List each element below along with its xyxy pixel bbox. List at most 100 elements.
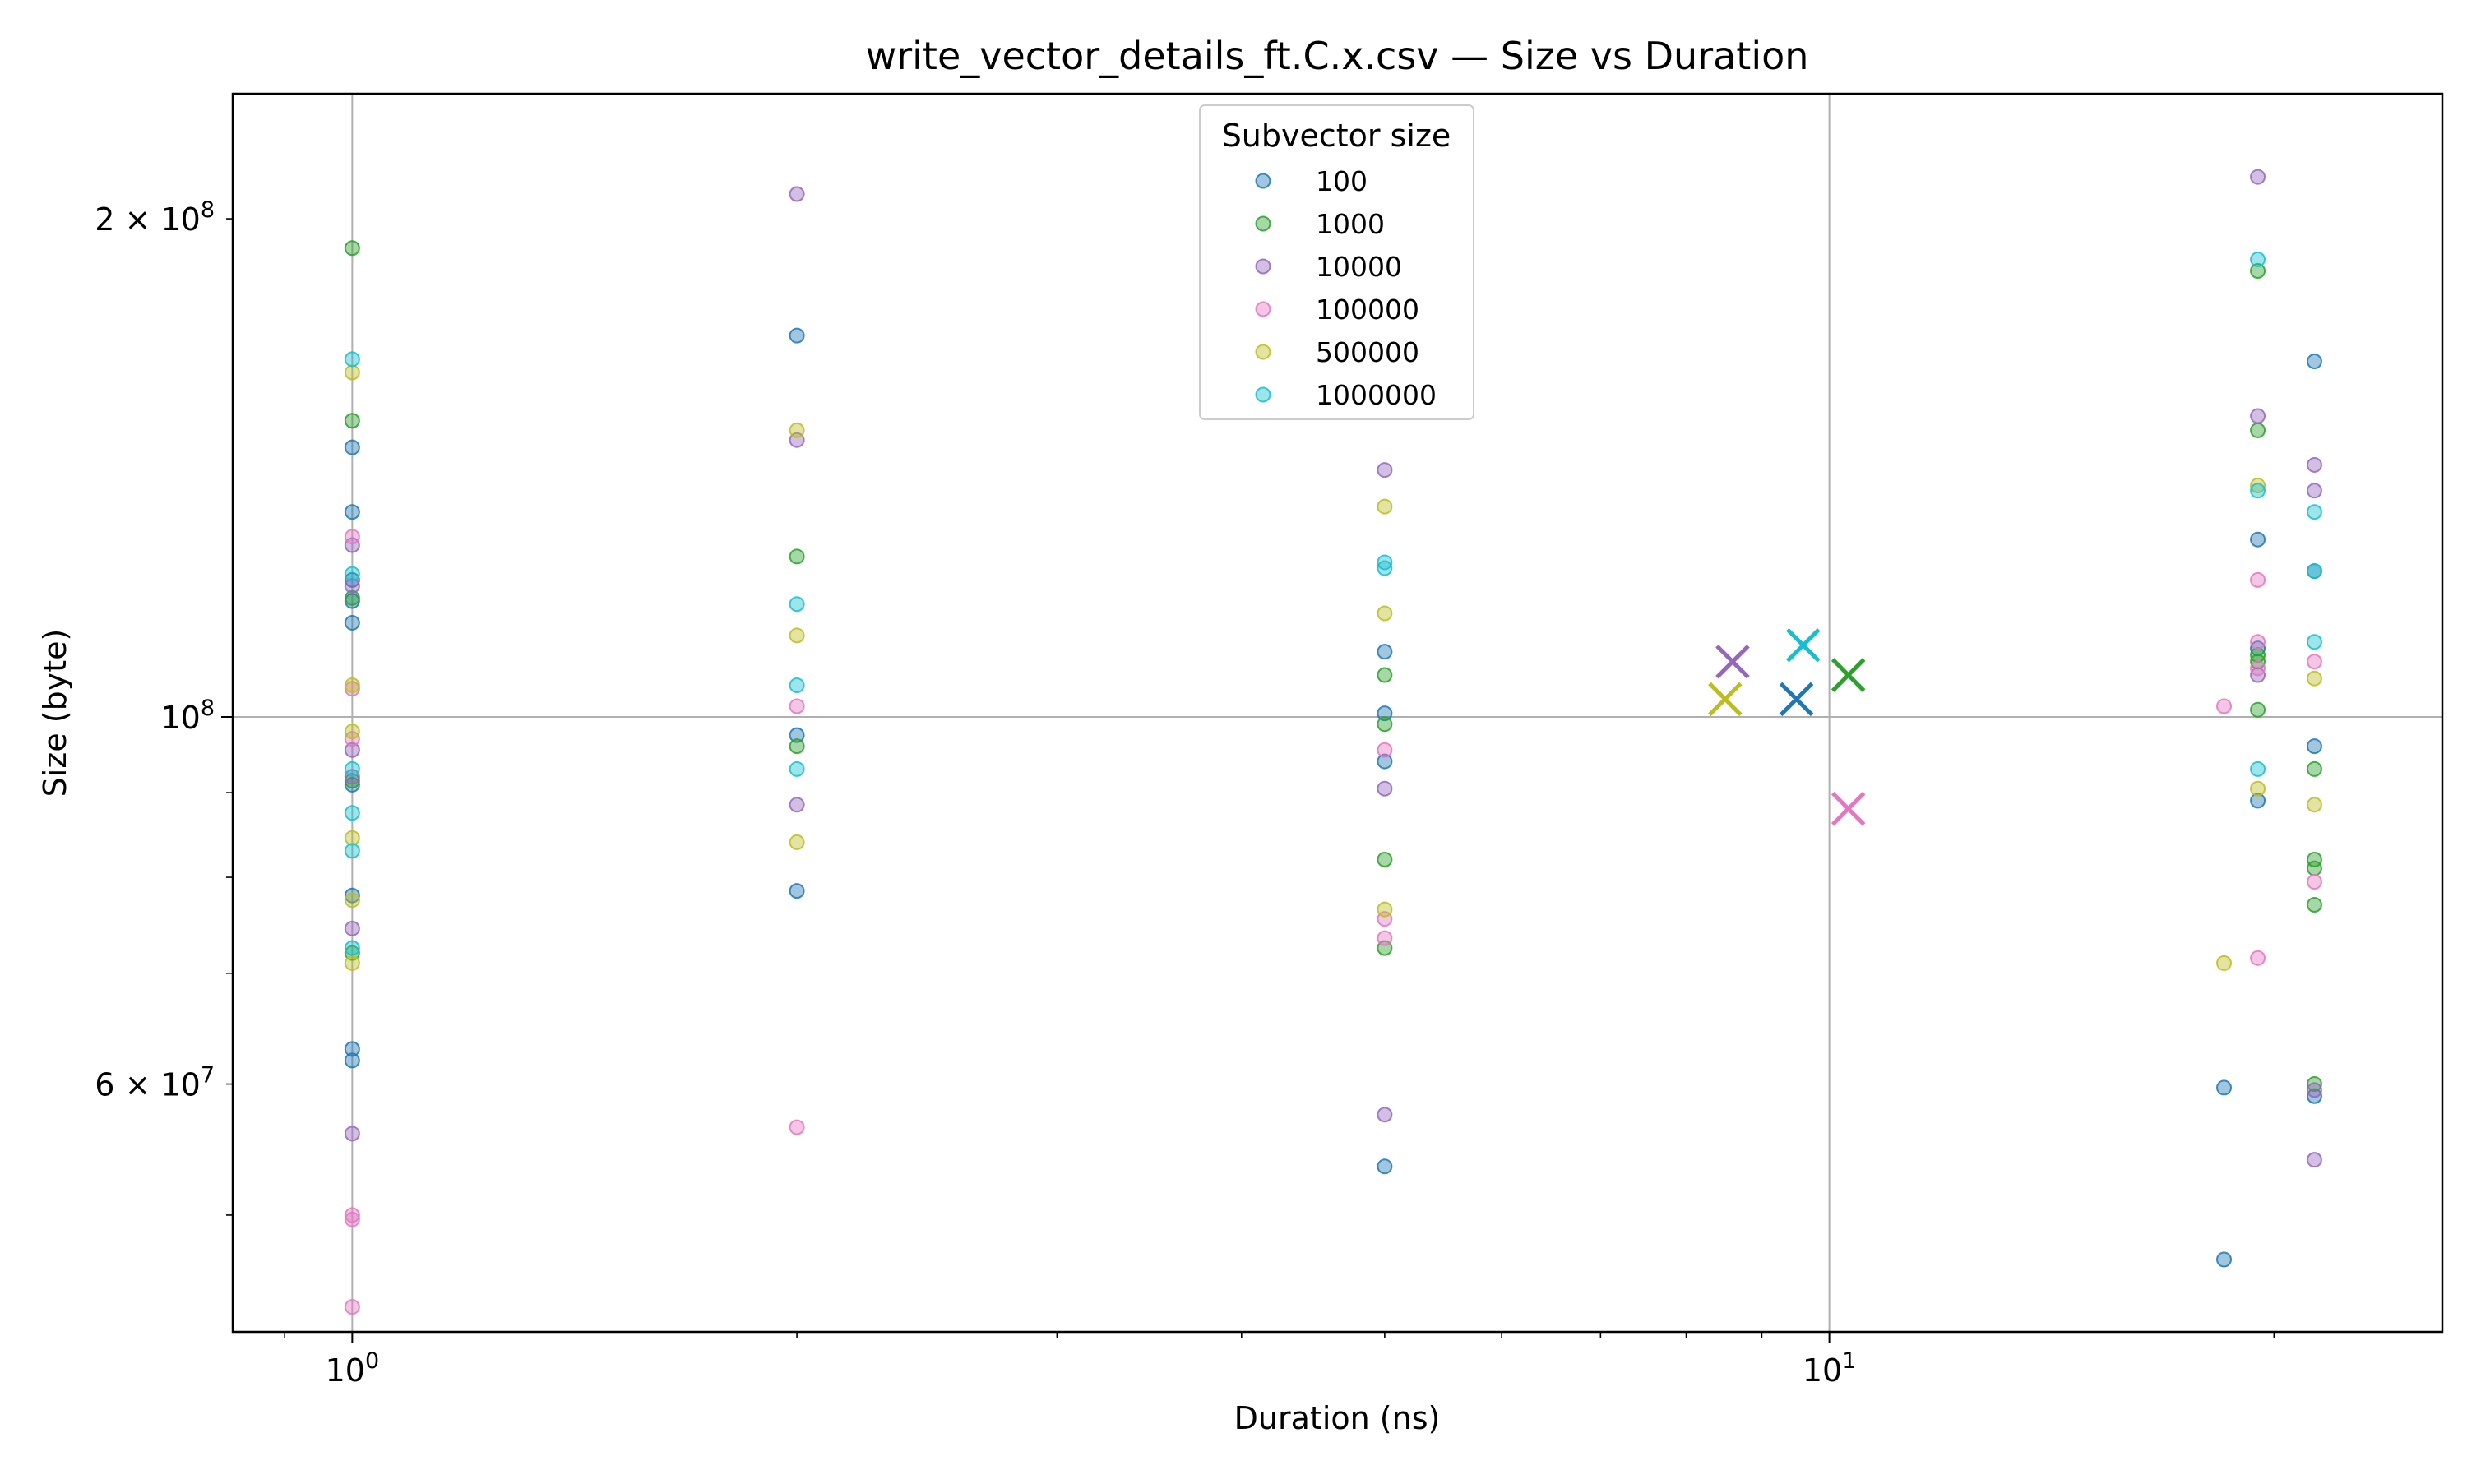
data-point bbox=[2306, 354, 2322, 370]
data-point bbox=[2216, 698, 2233, 714]
legend-label: 100000 bbox=[1316, 294, 1419, 326]
data-point bbox=[1377, 1107, 1393, 1123]
data-point bbox=[2250, 483, 2266, 499]
data-point bbox=[344, 1299, 360, 1315]
x-tick-base: 10 bbox=[326, 1352, 365, 1389]
data-point bbox=[344, 955, 360, 971]
data-point bbox=[344, 589, 360, 606]
data-point bbox=[2250, 408, 2266, 424]
y-tick-exponent: 8 bbox=[201, 696, 215, 721]
data-point bbox=[344, 920, 360, 936]
data-point bbox=[1377, 901, 1393, 918]
data-point bbox=[1377, 462, 1393, 478]
data-point bbox=[344, 537, 360, 553]
x-axis-label: Duration (ns) bbox=[1234, 1400, 1441, 1436]
summary-marker bbox=[1715, 644, 1750, 679]
data-point bbox=[2306, 1082, 2322, 1098]
data-point bbox=[2216, 1251, 2233, 1268]
summary-marker bbox=[1831, 658, 1866, 692]
summary-marker bbox=[1785, 627, 1821, 663]
data-point bbox=[2216, 1079, 2233, 1096]
x-tick-label: 100 bbox=[326, 1348, 380, 1389]
data-point bbox=[2250, 477, 2266, 493]
data-point bbox=[344, 504, 360, 520]
data-point bbox=[789, 627, 805, 644]
y-tick-label: 108 bbox=[160, 696, 215, 736]
data-point bbox=[344, 677, 360, 694]
legend-label: 500000 bbox=[1316, 336, 1419, 368]
data-point bbox=[344, 439, 360, 455]
legend-marker bbox=[1255, 344, 1271, 360]
data-point bbox=[789, 727, 805, 743]
legend-marker bbox=[1255, 258, 1271, 275]
data-point bbox=[344, 830, 360, 846]
data-point bbox=[1377, 554, 1393, 571]
data-point bbox=[2306, 504, 2322, 520]
data-point bbox=[1377, 1158, 1393, 1175]
data-point bbox=[2250, 701, 2266, 718]
data-point bbox=[344, 614, 360, 631]
y-tick-exponent: 8 bbox=[201, 197, 215, 223]
data-point bbox=[789, 883, 805, 899]
data-point bbox=[2306, 456, 2322, 473]
summary-marker-stroke bbox=[1779, 682, 1814, 717]
data-point bbox=[2250, 169, 2266, 185]
data-point bbox=[344, 240, 360, 257]
data-point bbox=[2306, 860, 2322, 876]
data-point bbox=[344, 843, 360, 859]
data-point bbox=[1377, 667, 1393, 683]
data-point bbox=[1377, 753, 1393, 770]
data-point bbox=[2250, 422, 2266, 438]
data-point bbox=[789, 596, 805, 613]
data-points bbox=[344, 169, 2322, 1315]
summary-marker bbox=[1779, 682, 1814, 717]
data-point bbox=[344, 571, 360, 588]
data-point bbox=[2306, 634, 2322, 650]
data-point bbox=[789, 1119, 805, 1135]
data-point bbox=[2306, 1088, 2322, 1104]
data-point bbox=[789, 548, 805, 565]
data-point bbox=[789, 834, 805, 850]
y-tick-label: 2 × 108 bbox=[95, 197, 215, 238]
y-tick-mantissa: 10 bbox=[160, 700, 200, 736]
summary-marker-stroke bbox=[1785, 627, 1821, 663]
y-axis-label: Size (byte) bbox=[37, 629, 73, 797]
summary-marker bbox=[1708, 682, 1743, 717]
y-tick-exponent: 7 bbox=[201, 1063, 215, 1089]
data-point bbox=[2306, 874, 2322, 890]
data-point bbox=[1377, 716, 1393, 733]
data-point bbox=[789, 186, 805, 202]
summary-markers bbox=[1708, 627, 1866, 826]
data-point bbox=[344, 1207, 360, 1223]
legend-marker bbox=[1255, 386, 1271, 403]
y-tick-mantissa: 2 × 10 bbox=[95, 201, 201, 238]
data-point bbox=[2250, 252, 2266, 268]
data-point bbox=[2250, 760, 2266, 777]
data-point bbox=[2306, 1152, 2322, 1168]
data-point bbox=[789, 422, 805, 438]
data-point bbox=[1377, 705, 1393, 722]
data-point bbox=[344, 724, 360, 740]
data-point bbox=[344, 578, 360, 594]
grid-lines bbox=[233, 94, 2442, 1332]
x-tick-label: 101 bbox=[1803, 1348, 1857, 1389]
data-point bbox=[2250, 793, 2266, 809]
data-point bbox=[789, 760, 805, 777]
data-point bbox=[344, 351, 360, 368]
data-point bbox=[2306, 654, 2322, 670]
summary-marker-stroke bbox=[1831, 791, 1866, 826]
data-point bbox=[1377, 930, 1393, 946]
legend-label: 100 bbox=[1316, 165, 1368, 197]
data-point bbox=[1377, 560, 1393, 576]
data-point bbox=[2250, 950, 2266, 966]
data-point bbox=[1377, 644, 1393, 660]
legend-marker bbox=[1255, 173, 1271, 189]
data-point bbox=[344, 805, 360, 821]
data-point bbox=[2306, 670, 2322, 687]
data-point bbox=[344, 413, 360, 429]
data-point bbox=[2306, 896, 2322, 913]
legend-label: 10000 bbox=[1316, 251, 1402, 283]
data-point bbox=[2216, 955, 2233, 971]
summary-marker-stroke bbox=[1831, 658, 1866, 692]
